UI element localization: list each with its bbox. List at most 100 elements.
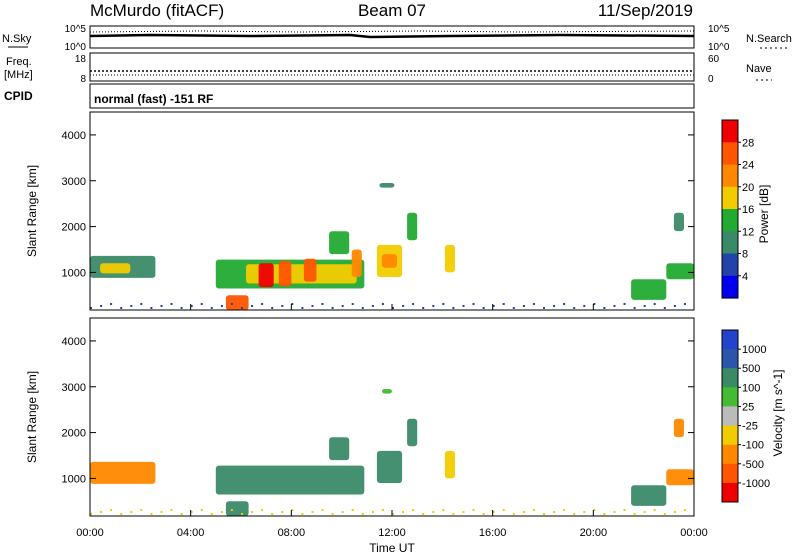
velocity-speckle-55 bbox=[643, 511, 646, 513]
nave-tick-bottom: 0 bbox=[708, 74, 714, 85]
velocity-panel-frame bbox=[89, 317, 695, 517]
power-speckle-6 bbox=[150, 307, 153, 309]
time-tick-label-1: 04:00 bbox=[177, 527, 205, 539]
power-speckle-11 bbox=[200, 303, 203, 305]
power-cell-16 bbox=[673, 212, 684, 232]
power-colorbar-swatch-4 bbox=[722, 209, 738, 232]
power-speckle-50 bbox=[593, 303, 596, 305]
power-colorbar-swatch-7 bbox=[722, 275, 738, 299]
time-tick-label-5: 20:00 bbox=[580, 527, 608, 539]
velocity-speckle-56 bbox=[653, 509, 656, 511]
power-speckle-49 bbox=[583, 305, 586, 307]
velocity-speckle-26 bbox=[351, 509, 354, 511]
velocity-colorbar-swatch-1 bbox=[722, 349, 738, 369]
noise-tick-bottom-right: 10^0 bbox=[708, 42, 730, 53]
power-cell-5 bbox=[278, 261, 292, 287]
power-speckle-2 bbox=[110, 303, 113, 305]
power-speckle-28 bbox=[371, 305, 374, 307]
power-speckle-32 bbox=[412, 303, 415, 305]
power-speckle-24 bbox=[331, 307, 334, 309]
power-cell-13 bbox=[379, 183, 395, 188]
velocity-speckle-18 bbox=[271, 513, 274, 515]
velocity-speckle-20 bbox=[291, 509, 294, 511]
power-speckle-3 bbox=[120, 307, 123, 309]
velocity-speckle-35 bbox=[442, 509, 445, 511]
noise-tick-bottom-left: 10^0 bbox=[65, 42, 87, 53]
velocity-speckle-43 bbox=[522, 511, 525, 513]
velocity-speckle-13 bbox=[220, 511, 223, 513]
power-speckle-22 bbox=[311, 305, 314, 307]
velocity-ytick-label-2: 3000 bbox=[62, 382, 86, 394]
power-speckle-20 bbox=[291, 303, 294, 305]
velocity-speckle-27 bbox=[361, 513, 364, 515]
power-speckle-41 bbox=[502, 303, 505, 305]
power-speckle-58 bbox=[673, 305, 676, 307]
velocity-speckle-1 bbox=[100, 511, 103, 513]
velocity-colorbar-label: Velocity [m s^-1] bbox=[771, 370, 785, 457]
freq-unit: [MHz] bbox=[4, 69, 33, 81]
velocity-cell-6 bbox=[381, 389, 392, 394]
power-ytick-label-0: 1000 bbox=[62, 267, 86, 279]
power-speckle-10 bbox=[190, 305, 193, 307]
power-speckle-19 bbox=[281, 305, 284, 307]
velocity-ylabel: Slant Range [km] bbox=[25, 371, 39, 463]
power-speckle-18 bbox=[271, 307, 274, 309]
power-speckle-36 bbox=[452, 307, 455, 309]
power-speckle-55 bbox=[643, 305, 646, 307]
power-speckle-46 bbox=[553, 305, 556, 307]
power-speckle-33 bbox=[422, 307, 425, 309]
power-ytick-label-3: 4000 bbox=[62, 130, 86, 142]
power-speckle-53 bbox=[623, 303, 626, 305]
velocity-speckle-0 bbox=[90, 513, 92, 515]
velocity-speckle-44 bbox=[532, 509, 535, 511]
velocity-cell-1 bbox=[215, 465, 365, 495]
nsky-label: N.Sky bbox=[2, 33, 32, 45]
velocity-speckle-28 bbox=[371, 511, 374, 513]
velocity-speckle-9 bbox=[180, 513, 183, 515]
velocity-speckle-34 bbox=[432, 511, 435, 513]
velocity-speckle-15 bbox=[241, 513, 243, 515]
power-speckle-38 bbox=[472, 303, 475, 305]
cpid-panel-frame bbox=[89, 83, 695, 109]
power-colorbar-swatch-0 bbox=[722, 120, 738, 143]
velocity-speckle-12 bbox=[210, 513, 213, 515]
velocity-speckle-16 bbox=[251, 511, 254, 513]
velocity-speckle-6 bbox=[150, 513, 153, 515]
velocity-colorbar-swatch-6 bbox=[722, 444, 738, 465]
power-colorbar-label: Power [dB] bbox=[757, 185, 771, 244]
velocity-cell-5 bbox=[444, 450, 455, 479]
nave-tick-top: 60 bbox=[708, 54, 720, 65]
velocity-speckle-3 bbox=[120, 513, 123, 515]
velocity-colorbar-tick-label-2: 100 bbox=[742, 382, 760, 394]
cpid-label: CPID bbox=[4, 89, 33, 103]
power-colorbar-tick-label-4: 20 bbox=[742, 182, 754, 194]
velocity-speckle-45 bbox=[543, 513, 545, 515]
velocity-speckle-41 bbox=[502, 509, 505, 511]
nsearch-trace bbox=[89, 30, 695, 33]
power-cell-7 bbox=[329, 231, 350, 255]
power-speckle-16 bbox=[251, 305, 254, 307]
freq-tick-top: 18 bbox=[75, 54, 87, 65]
power-colorbar-swatch-2 bbox=[722, 164, 738, 188]
velocity-speckle-8 bbox=[170, 509, 173, 511]
velocity-colorbar-swatch-4 bbox=[722, 406, 738, 426]
power-speckle-51 bbox=[603, 307, 606, 309]
power-speckle-0 bbox=[90, 307, 92, 309]
power-panel-frame bbox=[89, 111, 695, 311]
velocity-colorbar-frame bbox=[721, 329, 739, 503]
power-colorbar-swatch-3 bbox=[722, 186, 738, 210]
velocity-colorbar-tick-label-3: 25 bbox=[742, 401, 754, 413]
velocity-speckle-37 bbox=[462, 511, 465, 513]
power-speckle-12 bbox=[210, 307, 213, 309]
velocity-speckle-25 bbox=[341, 511, 344, 513]
power-speckle-25 bbox=[341, 305, 344, 307]
cpid-text: normal (fast) -151 RF bbox=[94, 92, 213, 106]
velocity-speckle-48 bbox=[573, 513, 576, 515]
velocity-cell-9 bbox=[673, 418, 684, 438]
velocity-speckle-31 bbox=[402, 511, 405, 513]
power-speckle-29 bbox=[381, 303, 384, 305]
power-colorbar-tick-label-5: 24 bbox=[742, 160, 754, 172]
velocity-speckle-24 bbox=[331, 513, 334, 515]
velocity-colorbar-tick-label-1: 500 bbox=[742, 363, 760, 375]
velocity-speckle-14 bbox=[230, 509, 233, 511]
